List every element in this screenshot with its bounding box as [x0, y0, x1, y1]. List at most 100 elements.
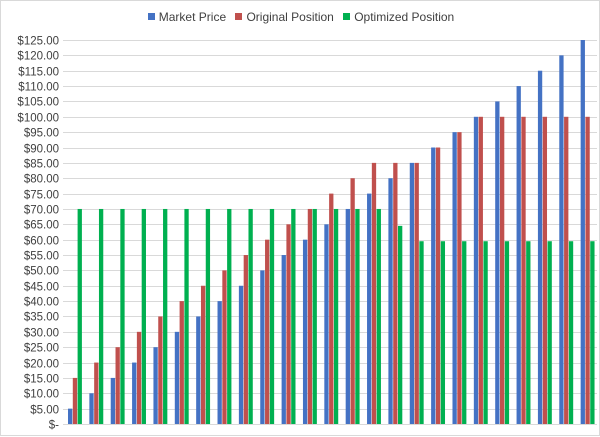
bar-optimized-position — [77, 208, 82, 424]
bar-original-position — [371, 162, 377, 424]
legend: Market Price Original Position Optimized… — [1, 10, 600, 24]
bar-optimized-position — [483, 241, 488, 424]
bar-original-position — [72, 377, 78, 424]
bar-market-price — [345, 208, 350, 424]
bar-market-price — [174, 331, 180, 424]
bar-market-price — [324, 224, 329, 424]
y-tick-label: $95.00 — [24, 128, 59, 140]
bar-optimized-position — [227, 208, 232, 424]
bar-market-price — [196, 316, 201, 424]
bar-optimized-position — [419, 241, 424, 424]
y-tick-label: $30.00 — [24, 328, 59, 340]
y-tick-label: $105.00 — [17, 97, 59, 109]
bar-market-price — [473, 116, 479, 425]
bar-market-price — [537, 70, 543, 424]
bar-market-price — [580, 40, 585, 424]
bar-original-position — [329, 193, 334, 424]
bar-original-position — [307, 208, 313, 424]
legend-swatch-optimized-position — [343, 13, 351, 20]
bar-market-price — [217, 301, 222, 424]
bar-optimized-position — [141, 208, 146, 424]
bar-original-position — [136, 331, 142, 424]
bar-market-price — [409, 162, 415, 424]
bar-market-price — [238, 285, 244, 424]
bar-market-price — [388, 178, 393, 424]
y-tick-label: $75.00 — [24, 190, 59, 202]
bar-original-position — [265, 239, 270, 424]
y-tick-label: $60.00 — [24, 236, 59, 248]
legend-item-original-position: Original Position — [235, 10, 334, 24]
bar-market-price — [516, 86, 521, 424]
bar-optimized-position — [462, 241, 467, 424]
bar-optimized-position — [205, 208, 211, 424]
y-tick-label: $15.00 — [24, 374, 59, 386]
bar-market-price — [495, 101, 500, 424]
y-tick-label: $100.00 — [17, 113, 59, 125]
bar-market-price — [431, 147, 436, 424]
y-tick-label: $120.00 — [17, 51, 59, 63]
bar-original-position — [393, 162, 398, 424]
y-tick-label: $40.00 — [24, 297, 59, 309]
bar-original-position — [414, 162, 419, 424]
legend-item-optimized-position: Optimized Position — [343, 10, 454, 24]
y-tick-label: $65.00 — [24, 220, 59, 232]
bar-optimized-position — [547, 241, 552, 424]
bar-optimized-position — [398, 225, 403, 424]
bar-original-position — [243, 255, 248, 424]
bar-original-position — [350, 178, 355, 424]
legend-label-market-price: Market Price — [158, 10, 227, 24]
bar-original-position — [521, 116, 526, 425]
bar-original-position — [564, 116, 569, 425]
bar-original-position — [179, 301, 184, 424]
legend-swatch-market-price — [147, 13, 155, 20]
y-tick-label: $25.00 — [24, 343, 59, 355]
bar-market-price — [452, 132, 457, 424]
y-tick-label: $115.00 — [18, 67, 59, 79]
y-tick-label: $70.00 — [24, 205, 59, 217]
legend-item-market-price: Market Price — [147, 10, 227, 24]
bar-market-price — [110, 377, 116, 424]
y-tick-label: $80.00 — [24, 174, 59, 186]
y-tick-label: $50.00 — [24, 266, 59, 278]
y-tick-label: $110.00 — [18, 82, 59, 94]
y-tick-label: $5.00 — [30, 405, 59, 417]
bar-optimized-position — [333, 208, 339, 424]
bar-optimized-position — [355, 208, 360, 424]
bar-optimized-position — [504, 241, 510, 424]
bar-market-price — [260, 270, 265, 424]
legend-label-original-position: Original Position — [246, 10, 334, 24]
bar-original-position — [200, 285, 206, 424]
bar-market-price — [559, 55, 564, 425]
bar-original-position — [222, 270, 227, 424]
legend-label-optimized-position: Optimized Position — [354, 10, 455, 24]
bar-original-position — [435, 147, 441, 424]
y-tick-label: $125.00 — [17, 36, 59, 48]
bar-optimized-position — [120, 208, 125, 424]
bar-original-position — [115, 347, 120, 424]
bar-original-position — [478, 116, 483, 425]
bar-market-price — [302, 239, 308, 424]
bar-original-position — [158, 316, 163, 424]
bar-original-position — [286, 224, 291, 424]
bar-optimized-position — [526, 241, 531, 424]
bar-market-price — [68, 408, 73, 424]
bar-market-price — [367, 193, 372, 424]
bars — [68, 40, 595, 425]
y-tick-label: $- — [49, 420, 59, 432]
y-tick-label: $35.00 — [24, 312, 59, 324]
bar-optimized-position — [440, 241, 446, 424]
bar-original-position — [500, 116, 505, 425]
y-axis-tick-labels: $- $5.00 $10.00 $15.00 $20.00 $25.00 $30.00 $35… — [17, 36, 59, 432]
y-tick-label: $85.00 — [24, 159, 59, 171]
bar-market-price — [132, 362, 137, 424]
bar-original-position — [94, 362, 99, 424]
y-tick-label: $10.00 — [24, 389, 59, 401]
bar-original-position — [542, 116, 548, 425]
y-tick-label: $20.00 — [24, 359, 59, 371]
bar-original-position — [585, 116, 590, 425]
bar-market-price — [89, 393, 94, 424]
bar-optimized-position — [184, 208, 189, 424]
bar-optimized-position — [98, 208, 104, 424]
